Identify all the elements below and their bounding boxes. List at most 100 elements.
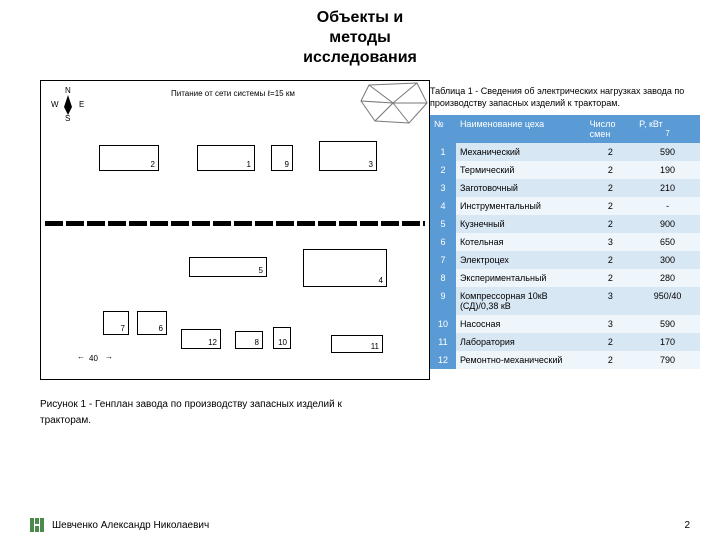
compass-icon: N S W E (51, 87, 87, 123)
building-label: 5 (259, 266, 263, 275)
building-label: 8 (255, 338, 259, 347)
cell-power: 950/40 (635, 287, 700, 315)
building-box: 2 (99, 145, 159, 171)
building-label: 4 (379, 276, 383, 285)
page: Объекты и методы исследования Таблица 1 … (0, 0, 720, 540)
cell-shifts: 2 (586, 351, 636, 369)
table-row: 10Насосная3590 (430, 315, 700, 333)
table-row: 6Котельная3650 (430, 233, 700, 251)
building-box: 6 (137, 311, 167, 335)
table-row: 5Кузнечный2900 (430, 215, 700, 233)
cell-index: 1 (430, 143, 456, 161)
cell-power: 590 (635, 143, 700, 161)
cell-index: 9 (430, 287, 456, 315)
cell-shifts: 3 (586, 315, 636, 333)
building-box: 3 (319, 141, 377, 171)
building-label: 2 (151, 160, 155, 169)
table-row: 12Ремонтно-механический2790 (430, 351, 700, 369)
cell-power: 590 (635, 315, 700, 333)
cell-shifts: 2 (586, 333, 636, 351)
cell-shifts: 2 (586, 269, 636, 287)
title-line: исследования (303, 48, 417, 68)
building-box: 11 (331, 335, 383, 353)
cell-name: Термический (456, 161, 586, 179)
cell-shifts: 2 (586, 143, 636, 161)
building-box: 8 (235, 331, 263, 349)
cell-power: 170 (635, 333, 700, 351)
cell-name: Насосная (456, 315, 586, 333)
cell-power: 300 (635, 251, 700, 269)
footer-left: Шевченко Александр Николаевич (30, 518, 209, 532)
building-label: 12 (208, 338, 217, 347)
cell-name: Заготовочный (456, 179, 586, 197)
cell-name: Электроцех (456, 251, 586, 269)
building-box: 4 (303, 249, 387, 287)
cell-name: Кузнечный (456, 215, 586, 233)
building-box: 5 (189, 257, 267, 277)
cell-power: 280 (635, 269, 700, 287)
building-label: 10 (278, 338, 287, 347)
compass-e: E (79, 101, 84, 109)
building-label: 9 (285, 160, 289, 169)
cell-shifts: 3 (586, 233, 636, 251)
cell-power: 190 (635, 161, 700, 179)
building-box: 12 (181, 329, 221, 349)
cell-power: 790 (635, 351, 700, 369)
title-line: методы (303, 28, 417, 48)
footer-author: Шевченко Александр Николаевич (52, 520, 209, 531)
hatched-shape-icon (357, 81, 429, 125)
page-number: 2 (684, 520, 690, 531)
table-header-row: № Наименование цеха Число смен P, кВт 7 (430, 115, 700, 143)
table-row: 11Лаборатория2170 (430, 333, 700, 351)
cell-index: 6 (430, 233, 456, 251)
cell-name: Ремонтно-механический (456, 351, 586, 369)
th-name: Наименование цеха (456, 115, 586, 143)
title-line: Объекты и (303, 8, 417, 28)
building-box: 1 (197, 145, 255, 171)
compass-s: S (65, 115, 70, 123)
logo-icon (30, 518, 44, 532)
compass-w: W (51, 101, 59, 109)
cell-name: Лаборатория (456, 333, 586, 351)
cell-index: 5 (430, 215, 456, 233)
building-label: 11 (371, 342, 379, 351)
cell-name: Механический (456, 143, 586, 161)
th-power-label: P, кВт (639, 119, 696, 129)
cell-name: Компрессорная 10кВ (СД)/0,38 кВ (456, 287, 586, 315)
table-row: 4Инструментальный2- (430, 197, 700, 215)
loads-table: № Наименование цеха Число смен P, кВт 7 … (430, 115, 700, 369)
genplan-figure: N S W E Питание от сети системы ℓ=15 км … (40, 80, 430, 380)
cell-shifts: 2 (586, 251, 636, 269)
table-row: 9Компрессорная 10кВ (СД)/0,38 кВ3950/40 (430, 287, 700, 315)
building-label: 1 (247, 160, 251, 169)
cell-index: 3 (430, 179, 456, 197)
building-box: 7 (103, 311, 129, 335)
cell-shifts: 2 (586, 161, 636, 179)
cell-index: 12 (430, 351, 456, 369)
cell-index: 4 (430, 197, 456, 215)
cell-shifts: 2 (586, 215, 636, 233)
cell-name: Экспериментальный (456, 269, 586, 287)
figure-caption: Рисунок 1 - Генплан завода по производст… (40, 397, 380, 429)
cell-name: Инструментальный (456, 197, 586, 215)
building-label: 6 (159, 324, 163, 333)
compass-arrow-up-icon (64, 95, 72, 107)
cell-index: 11 (430, 333, 456, 351)
cell-power: - (635, 197, 700, 215)
building-box: 10 (273, 327, 291, 349)
figure-legend: Питание от сети системы ℓ=15 км (171, 89, 295, 99)
building-label: 3 (369, 160, 373, 169)
table-caption: Таблица 1 - Сведения об электрических на… (430, 86, 700, 109)
scale-label: 40 (89, 354, 98, 363)
cell-shifts: 2 (586, 179, 636, 197)
building-label: 7 (121, 324, 125, 333)
th-power: P, кВт 7 (635, 115, 700, 143)
cell-index: 2 (430, 161, 456, 179)
table-row: 2Термический2190 (430, 161, 700, 179)
cell-name: Котельная (456, 233, 586, 251)
cell-index: 10 (430, 315, 456, 333)
cell-power: 650 (635, 233, 700, 251)
page-title: Объекты и методы исследования (303, 8, 417, 68)
th-number: № (430, 115, 456, 143)
th-power-sub: 7 (639, 129, 696, 138)
